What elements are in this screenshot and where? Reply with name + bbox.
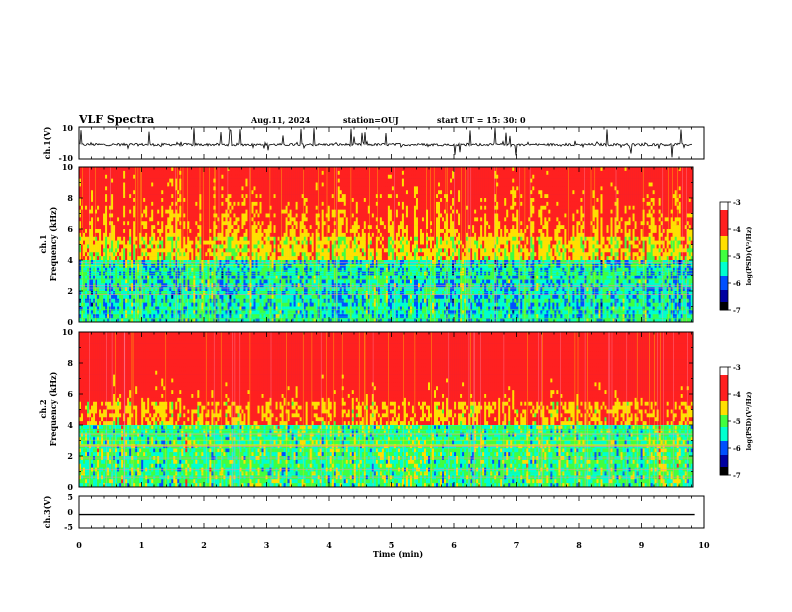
start-time-label: start UT = 15: 30: 0: [437, 115, 526, 125]
ch1-spec-ylabel-channel: ch.1: [38, 234, 48, 253]
time-tick-label: 6: [451, 540, 457, 550]
colorbar-tick-label: -7: [733, 306, 741, 315]
time-axis-title: Time (min): [373, 549, 423, 559]
spec-ytick-label: 0: [67, 317, 73, 327]
ch1-colorbar-label: log(PSD)(V²/Hz): [745, 227, 753, 286]
ch1-ytick-top: 10: [62, 123, 74, 133]
time-tick-label: 0: [76, 540, 82, 550]
ch2-spectrogram-panel: ch.2 Frequency (kHz) 0 2 4 6 8 10: [38, 327, 693, 492]
colorbar-tick-label: -7: [733, 471, 741, 480]
ch1-spectrogram-image: [79, 167, 693, 322]
ch2-spec-ylabel-channel: ch.2: [38, 399, 48, 418]
ch2-spectrogram-image: [79, 332, 693, 487]
ch1-ylabel: ch.1(V): [42, 126, 52, 159]
ch1-colorbar: -3 -4 -5 -6 -7 log(PSD)(V²/Hz): [720, 198, 753, 315]
ch2-colorbar-label: log(PSD)(V²/Hz): [745, 392, 753, 451]
ch3-ylabel: ch.3(V): [42, 495, 52, 528]
ch1-spectrogram-panel: ch.1 Frequency (kHz) 0 2 4 6 8 10: [38, 162, 693, 327]
spec-ytick-label: 6: [67, 224, 73, 234]
ch3-ytick-mid: 0: [67, 507, 73, 517]
spec-ytick-label: 10: [62, 327, 74, 337]
spec-ytick-label: 2: [67, 451, 73, 461]
time-tick-label: 7: [514, 540, 520, 550]
spec-ytick-label: 2: [67, 286, 73, 296]
ch1-spec-ylabel-frequency: Frequency (kHz): [48, 206, 58, 281]
spec-ytick-label: 4: [67, 420, 73, 430]
colorbar-tick-label: -6: [733, 279, 741, 288]
ch3-ytick-top: 5: [67, 492, 73, 502]
time-tick-label: 4: [326, 540, 332, 550]
date-label: Aug.11, 2024: [250, 115, 311, 125]
spec-ytick-label: 8: [67, 358, 73, 368]
spec-ytick-label: 8: [67, 193, 73, 203]
time-tick-label: 1: [139, 540, 145, 550]
station-label: station=OUJ: [343, 115, 399, 125]
spec-ytick-label: 10: [62, 162, 74, 172]
ch2-spec-ylabel-frequency: Frequency (kHz): [48, 371, 58, 446]
spec-ytick-label: 4: [67, 255, 73, 265]
colorbar-tick-label: -3: [733, 198, 741, 207]
time-tick-label: 10: [698, 540, 710, 550]
colorbar-tick-label: -6: [733, 444, 741, 453]
colorbar-tick-label: -4: [733, 390, 741, 399]
time-tick-label: 8: [576, 540, 582, 550]
colorbar-tick-label: -4: [733, 225, 741, 234]
colorbar-tick-label: -3: [733, 363, 741, 372]
figure-title: VLF Spectra: [78, 113, 154, 126]
ch3-ytick-bottom: -5: [64, 522, 73, 532]
time-tick-label: 3: [264, 540, 270, 550]
time-tick-label: 2: [201, 540, 207, 550]
colorbar-tick-label: -5: [733, 252, 741, 261]
colorbar-tick-label: -5: [733, 417, 741, 426]
time-tick-label: 9: [639, 540, 645, 550]
vlf-figure: VLF Spectra Aug.11, 2024 station=OUJ sta…: [0, 0, 792, 612]
ch2-colorbar: -3 -4 -5 -6 -7 log(PSD)(V²/Hz): [720, 363, 753, 480]
spec-ytick-label: 0: [67, 482, 73, 492]
spec-ytick-label: 6: [67, 389, 73, 399]
